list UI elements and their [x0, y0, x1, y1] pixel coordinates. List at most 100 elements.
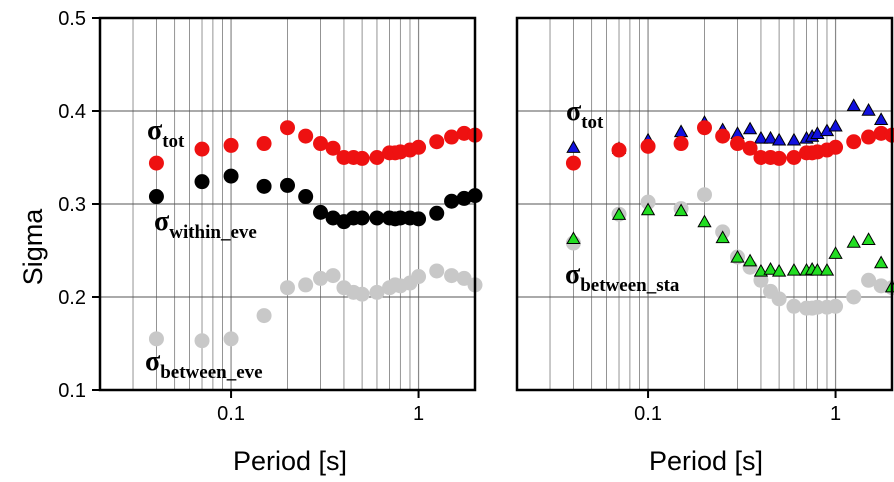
marker-0-1-circle	[223, 168, 239, 184]
marker-0-2-circle	[223, 331, 239, 347]
marker-0-1-circle	[369, 210, 385, 226]
marker-1-0-triangle	[861, 102, 876, 116]
label-sigma-tot-left-sub: tot	[162, 131, 185, 152]
marker-1-0-triangle	[753, 130, 769, 144]
marker-1-3-triangle	[819, 262, 835, 276]
marker-0-0-circle	[256, 136, 272, 152]
marker-0-2-circle	[256, 308, 272, 324]
marker-0-2-circle	[298, 277, 314, 293]
marker-0-1-circle	[444, 193, 460, 209]
marker-0-1-circle	[313, 204, 329, 220]
marker-0-2-circle	[444, 268, 460, 284]
marker-0-0-circle	[325, 140, 341, 156]
marker-1-3-triangle	[861, 232, 876, 245]
marker-1-3-triangle	[810, 262, 825, 276]
marker-1-1-circle	[640, 138, 656, 154]
label-sigma-between-eve-symbol: σ	[145, 346, 161, 377]
marker-1-0-triangle	[566, 140, 581, 153]
x-tick-label: 1	[830, 403, 841, 425]
marker-0-0-circle	[369, 150, 385, 165]
marker-0-0-circle	[223, 137, 239, 153]
marker-0-2-circle	[194, 333, 210, 349]
marker-0-0-circle	[194, 141, 210, 157]
marker-0-2-circle	[456, 270, 472, 286]
label-sigma-tot-right: σtot	[566, 96, 604, 133]
marker-1-3-triangle	[786, 262, 802, 276]
marker-1-2-circle	[786, 298, 802, 314]
marker-1-2-circle	[828, 298, 844, 314]
marker-1-0-triangle	[828, 118, 843, 132]
label-sigma-between-sta-symbol: σ	[565, 259, 581, 290]
y-axis-title: Sigma	[18, 208, 48, 286]
label-sigma-within-eve-symbol: σ	[154, 206, 170, 237]
marker-1-3-triangle	[763, 262, 778, 275]
marker-1-2-circle	[640, 194, 656, 210]
marker-1-3-triangle	[771, 263, 787, 277]
marker-1-3-triangle	[742, 253, 758, 267]
label-sigma-tot-right-sub: tot	[581, 112, 604, 133]
marker-1-0-triangle	[763, 130, 778, 144]
x-axis-title-left: Period [s]	[233, 446, 347, 476]
marker-0-2-circle	[313, 270, 329, 286]
label-sigma-tot-right-symbol: σ	[566, 96, 582, 127]
marker-1-1-circle	[846, 134, 862, 150]
x-tick-label: 1	[413, 403, 424, 425]
marker-0-2-circle	[369, 284, 385, 300]
x-tick-label: 0.1	[217, 403, 245, 425]
marker-1-2-circle	[697, 187, 712, 203]
marker-1-2-circle	[771, 291, 787, 307]
marker-1-1-circle	[771, 150, 787, 166]
marker-0-0-circle	[313, 136, 329, 152]
label-sigma-between-eve: σbetween_eve	[145, 346, 263, 383]
marker-0-1-circle	[194, 174, 210, 190]
marker-0-0-circle	[354, 150, 370, 166]
marker-0-0-circle	[280, 120, 295, 136]
marker-1-0-triangle	[786, 132, 802, 146]
right-panel: 0.1 1	[515, 16, 894, 425]
marker-1-3-triangle	[611, 207, 627, 220]
label-sigma-tot-left-symbol: σ	[147, 115, 163, 146]
marker-1-0-triangle	[771, 132, 787, 146]
marker-1-1-circle	[565, 155, 581, 171]
marker-0-1-circle	[411, 211, 427, 227]
label-sigma-within-eve: σwithin_eve	[154, 206, 257, 243]
marker-0-2-circle	[325, 268, 341, 284]
marker-0-2-circle	[354, 286, 370, 302]
marker-1-3-triangle	[715, 230, 730, 244]
marker-1-3-triangle	[673, 203, 689, 217]
marker-0-0-circle	[429, 134, 445, 150]
marker-0-0-circle	[444, 129, 460, 145]
marker-0-2-circle	[148, 331, 164, 347]
marker-1-0-triangle	[873, 112, 889, 125]
marker-0-2-circle	[411, 269, 427, 285]
marker-0-0-circle	[411, 139, 427, 155]
marker-1-1-circle	[611, 142, 627, 158]
marker-1-3-triangle	[828, 246, 843, 259]
marker-1-1-circle	[786, 150, 802, 165]
marker-1-1-circle	[673, 136, 689, 152]
marker-0-1-circle	[298, 189, 314, 205]
marker-1-2-circle	[861, 272, 877, 288]
label-sigma-within-eve-sub: within_eve	[169, 222, 257, 243]
left-panel: 0.1 0.2 0.3 0.4 0.5 0.1 1	[58, 8, 483, 425]
label-sigma-between-sta: σbetween_sta	[565, 259, 680, 296]
marker-1-0-triangle	[846, 98, 861, 112]
marker-1-3-triangle	[753, 263, 769, 277]
marker-1-3-triangle	[873, 255, 889, 269]
marker-1-0-triangle	[742, 121, 758, 135]
marker-0-2-circle	[429, 263, 445, 279]
y-tick-label: 0.3	[58, 194, 86, 216]
label-sigma-between-sta-sub: between_sta	[580, 275, 680, 296]
marker-1-1-circle	[742, 140, 758, 156]
y-tick-label: 0.4	[58, 101, 86, 123]
marker-0-0-circle	[298, 128, 314, 144]
marker-0-0-circle	[148, 155, 164, 171]
marker-0-1-circle	[256, 178, 272, 194]
marker-1-1-circle	[730, 136, 746, 152]
marker-1-3-triangle	[566, 231, 581, 245]
marker-1-3-triangle	[730, 249, 745, 263]
marker-1-2-circle	[846, 289, 862, 305]
plot-frame	[515, 16, 894, 392]
marker-1-1-circle	[861, 129, 877, 145]
